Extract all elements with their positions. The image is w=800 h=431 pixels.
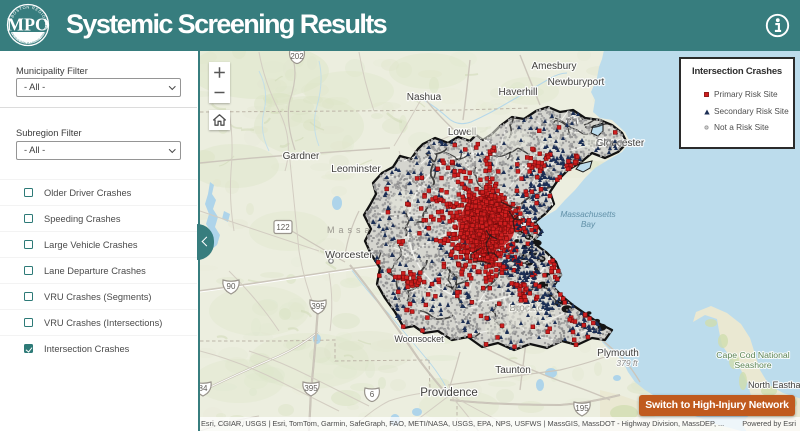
svg-text:Woonsocket: Woonsocket: [394, 334, 444, 344]
svg-text:Newburyport: Newburyport: [548, 77, 605, 88]
svg-text:395: 395: [304, 384, 318, 393]
svg-text:Gardner: Gardner: [283, 151, 320, 162]
svg-text:Nashua: Nashua: [407, 92, 442, 103]
svg-text:Bay: Bay: [581, 219, 596, 229]
svg-text:Plymouth: Plymouth: [597, 348, 639, 359]
svg-text:Providence: Providence: [420, 387, 478, 399]
svg-text:Massachusetts: Massachusetts: [560, 209, 615, 219]
svg-text:379 ft: 379 ft: [616, 358, 638, 368]
svg-text:Worcester: Worcester: [325, 249, 373, 261]
svg-text:Massachusetts: Massachusetts: [560, 209, 615, 219]
svg-text:6: 6: [370, 390, 375, 399]
svg-text:Nashua: Nashua: [407, 92, 442, 103]
svg-text:Leominster: Leominster: [331, 164, 381, 175]
svg-text:Leominster: Leominster: [331, 164, 381, 175]
svg-text:395: 395: [311, 302, 325, 311]
svg-text:122: 122: [276, 223, 290, 232]
svg-text:Plymouth: Plymouth: [597, 348, 639, 359]
svg-text:Woonsocket: Woonsocket: [394, 334, 444, 344]
svg-text:Newburyport: Newburyport: [548, 77, 605, 88]
svg-text:90: 90: [227, 282, 236, 291]
svg-text:North Eastham: North Eastham: [748, 380, 800, 390]
svg-text:Haverhill: Haverhill: [499, 87, 538, 98]
svg-text:Worcester: Worcester: [325, 249, 373, 261]
svg-text:Gardner: Gardner: [283, 151, 320, 162]
svg-text:Lowell: Lowell: [448, 127, 476, 138]
svg-text:North Eastham: North Eastham: [748, 380, 800, 390]
svg-text:Cape Cod National: Cape Cod National: [716, 350, 789, 360]
svg-text:Providence: Providence: [420, 387, 478, 399]
svg-text:202: 202: [290, 52, 304, 61]
svg-text:Amesbury: Amesbury: [531, 61, 576, 72]
svg-text:Bay: Bay: [581, 219, 596, 229]
svg-text:Cape Cod National: Cape Cod National: [716, 350, 789, 360]
svg-text:Haverhill: Haverhill: [499, 87, 538, 98]
svg-text:Seashore: Seashore: [734, 360, 771, 370]
svg-text:Taunton: Taunton: [495, 365, 531, 376]
svg-text:Amesbury: Amesbury: [531, 61, 576, 72]
svg-text:379 ft: 379 ft: [616, 358, 638, 368]
svg-text:Taunton: Taunton: [495, 365, 531, 376]
svg-text:84: 84: [199, 384, 208, 393]
svg-text:Seashore: Seashore: [734, 360, 771, 370]
svg-text:195: 195: [575, 404, 589, 413]
